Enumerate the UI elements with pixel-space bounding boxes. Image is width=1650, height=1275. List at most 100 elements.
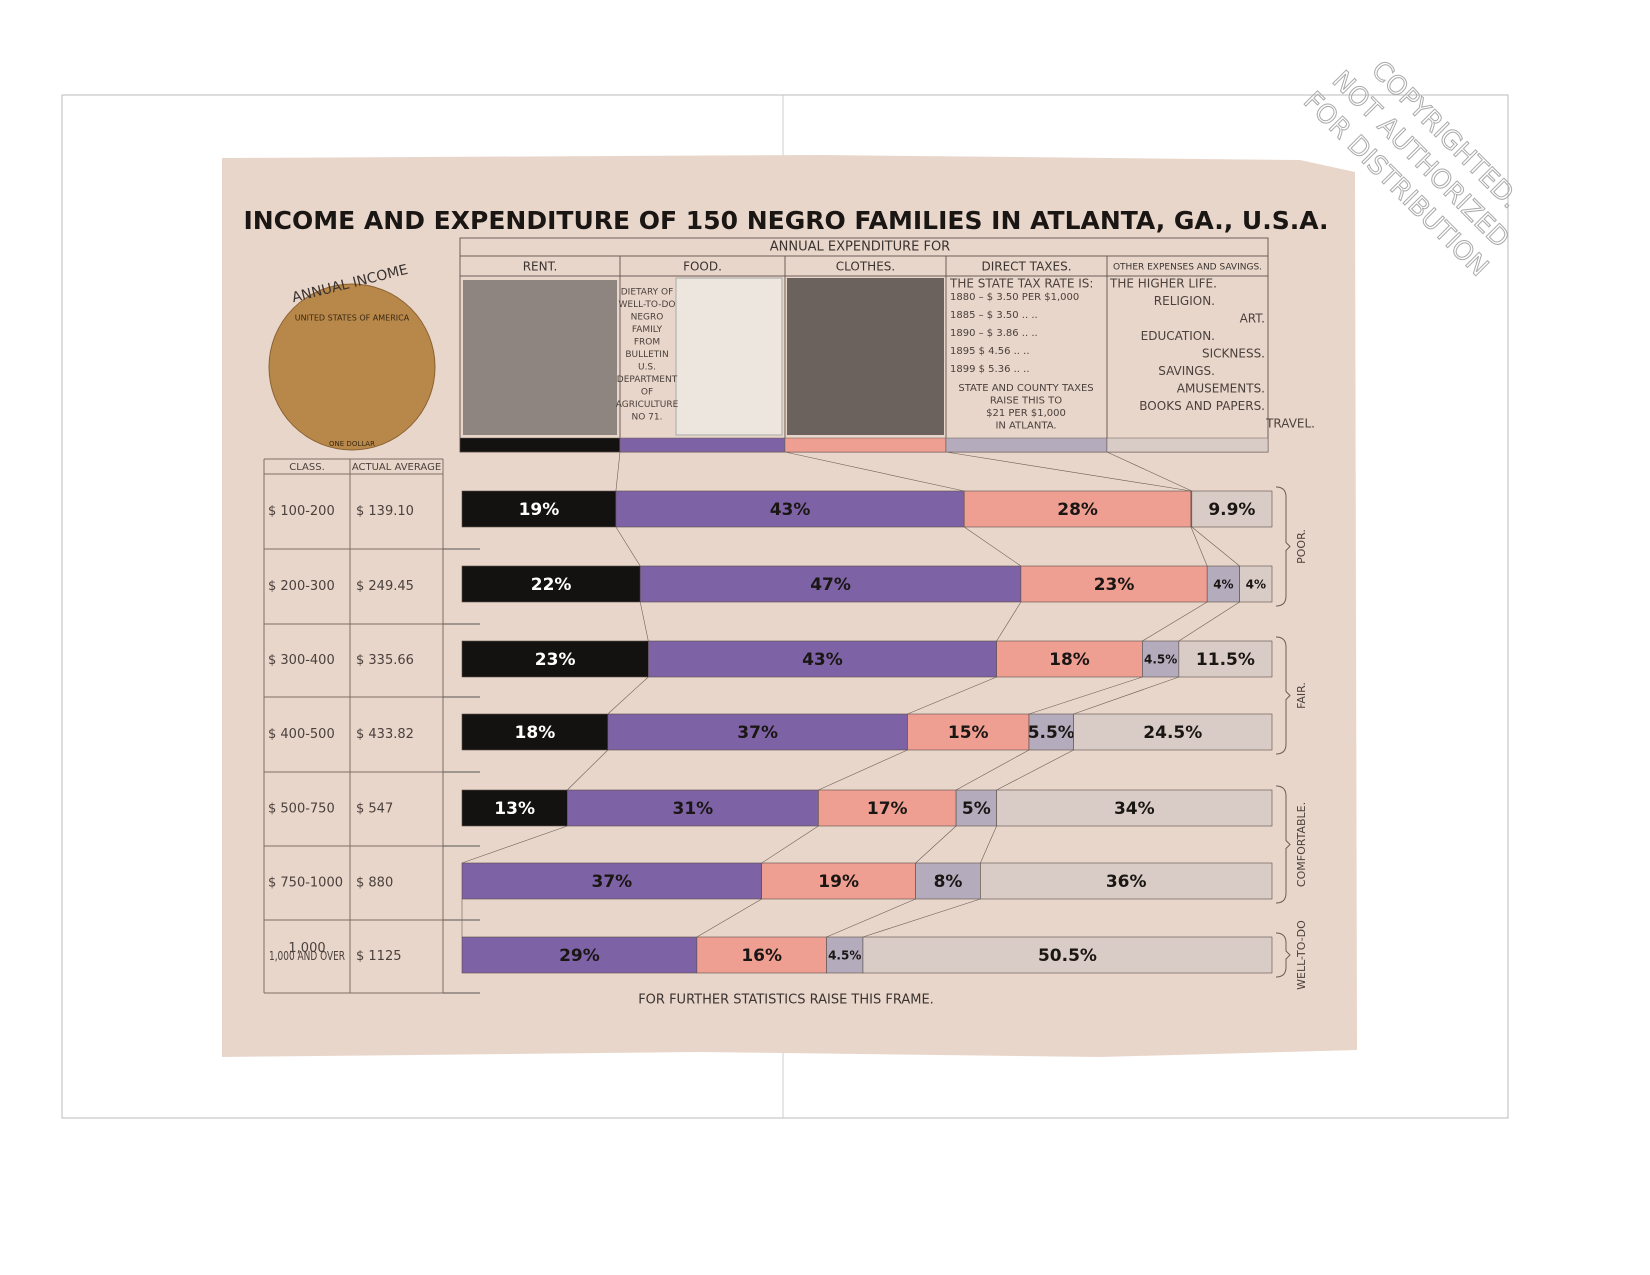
group-label: COMFORTABLE. xyxy=(1295,802,1308,887)
value-label: 13% xyxy=(494,799,535,819)
panel-text: FROM xyxy=(634,338,660,348)
bar-segment xyxy=(1073,713,1273,751)
value-label: 4% xyxy=(1246,578,1266,592)
column-header: CLOTHES. xyxy=(836,260,895,274)
bar-segment xyxy=(826,936,864,974)
bar-segment xyxy=(761,862,916,900)
bar-segment xyxy=(461,640,649,678)
bar-segment xyxy=(996,640,1143,678)
group-bracket xyxy=(1275,785,1291,904)
value-label: 4% xyxy=(1213,578,1233,592)
panel-text: STATE AND COUNTY TAXES xyxy=(958,383,1093,394)
legend-swatch xyxy=(1106,437,1269,453)
bar-segment xyxy=(461,565,641,603)
bar-segment xyxy=(862,936,1273,974)
legend-swatch xyxy=(784,437,947,453)
panel-text: DEPARTMENT xyxy=(617,375,678,385)
connector xyxy=(996,601,1022,642)
bar-segment xyxy=(980,862,1273,900)
column-header: DIRECT TAXES. xyxy=(981,260,1071,274)
connector xyxy=(607,676,649,715)
panel-text: THE HIGHER LIFE. xyxy=(1109,277,1217,291)
connector xyxy=(1028,676,1143,715)
category-label: $ 750-1000 xyxy=(268,876,343,891)
panel-text: AMUSEMENTS. xyxy=(1177,382,1265,396)
panel-text: ART. xyxy=(1240,312,1265,326)
panel-text: 1885 – $ 3.50 .. .. xyxy=(950,310,1038,321)
average-label: $ 880 xyxy=(356,876,393,891)
connector xyxy=(784,451,965,492)
bar-segment xyxy=(696,936,827,974)
photo-portraits xyxy=(787,278,944,435)
chart-title: INCOME AND EXPENDITURE OF 150 NEGRO FAMI… xyxy=(243,206,1328,235)
bar-segment xyxy=(461,490,617,528)
connector xyxy=(1191,526,1240,567)
bar-segment xyxy=(963,490,1192,528)
value-label: 18% xyxy=(515,723,556,743)
value-label: 37% xyxy=(737,723,778,743)
value-label: 4.5% xyxy=(1144,653,1177,667)
category-label: 1,000 AND OVER xyxy=(269,949,345,963)
value-label: 5% xyxy=(962,799,991,819)
frame xyxy=(61,94,1509,1119)
legend-swatch xyxy=(945,437,1108,453)
connector xyxy=(615,451,621,492)
panel-text: AGRICULTURE xyxy=(616,400,679,410)
connector xyxy=(639,601,649,642)
category-label: 1,000 xyxy=(288,941,325,956)
bar-segment xyxy=(1028,713,1074,751)
connector xyxy=(826,898,916,938)
coin-bottom: ONE DOLLAR xyxy=(329,440,375,448)
average-label: $ 335.66 xyxy=(356,653,414,668)
value-label: 22% xyxy=(531,575,572,595)
group-label: WELL-TO-DO xyxy=(1295,920,1308,990)
value-label: 4.5% xyxy=(828,949,861,963)
value-label: 28% xyxy=(1057,500,1098,520)
category-label: $ 400-500 xyxy=(268,727,335,742)
legend-swatch xyxy=(619,437,786,453)
bar-segment xyxy=(615,490,965,528)
value-label: 43% xyxy=(770,500,811,520)
column-header: OTHER EXPENSES AND SAVINGS. xyxy=(1113,263,1262,273)
bar-segment xyxy=(461,789,568,827)
connector xyxy=(461,825,568,864)
value-label: 5.5% xyxy=(1028,723,1075,743)
group-bracket xyxy=(1275,636,1291,755)
connector xyxy=(615,526,641,567)
connector xyxy=(1073,676,1179,715)
panel-text: RELIGION. xyxy=(1154,294,1215,308)
panel-text: IN ATLANTA. xyxy=(995,421,1056,432)
connector xyxy=(955,749,1030,791)
panel-text: 1890 – $ 3.86 .. .. xyxy=(950,328,1038,339)
panel-text: DIETARY OF xyxy=(621,288,674,298)
panel-text: FAMILY xyxy=(632,325,663,335)
average-label: $ 433.82 xyxy=(356,727,414,742)
connector xyxy=(1190,526,1208,567)
column-header: RENT. xyxy=(523,260,558,274)
group-bracket xyxy=(1275,932,1291,978)
coin xyxy=(268,283,436,451)
connector xyxy=(761,825,819,864)
value-label: 19% xyxy=(818,872,859,892)
panel-text: BULLETIN xyxy=(625,350,668,360)
footer: FOR FURTHER STATISTICS RAISE THIS FRAME. xyxy=(638,993,934,1008)
panel-text: THE STATE TAX RATE IS: xyxy=(949,277,1093,291)
value-label: 16% xyxy=(741,946,782,966)
panel-text: NO 71. xyxy=(632,413,663,423)
connector xyxy=(915,825,957,864)
panel-text: RAISE THIS TO xyxy=(990,396,1062,407)
table-header: CLASS. xyxy=(289,462,325,473)
category-label: $ 500-750 xyxy=(268,802,335,817)
panel-text: WELL-TO-DO xyxy=(619,300,676,310)
connector xyxy=(696,898,762,938)
connector xyxy=(980,825,997,864)
value-label: 23% xyxy=(1094,575,1135,595)
bar-segment xyxy=(461,862,763,900)
group-bracket xyxy=(1275,486,1291,607)
value-label: 36% xyxy=(1106,872,1147,892)
coin-ring: UNITED STATES OF AMERICA xyxy=(295,314,410,323)
category-label: $ 100-200 xyxy=(268,504,335,519)
table-header: ACTUAL AVERAGE xyxy=(352,462,441,473)
bar-segment xyxy=(639,565,1022,603)
